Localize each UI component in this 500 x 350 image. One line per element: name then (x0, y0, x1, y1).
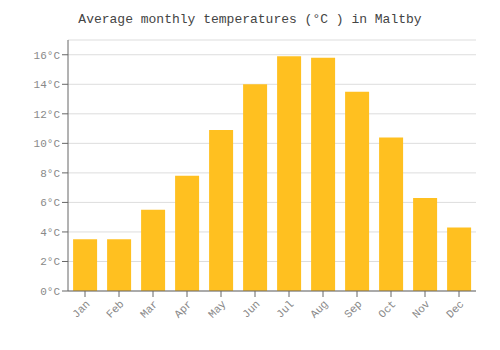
svg-text:2°C: 2°C (40, 256, 60, 268)
svg-text:12°C: 12°C (34, 109, 61, 121)
svg-text:Feb: Feb (104, 298, 126, 320)
svg-text:Jun: Jun (240, 298, 262, 320)
svg-text:8°C: 8°C (40, 168, 60, 180)
svg-text:Sep: Sep (342, 298, 364, 320)
svg-text:16°C: 16°C (34, 50, 61, 62)
svg-text:Jan: Jan (70, 298, 92, 320)
svg-text:10°C: 10°C (34, 138, 61, 150)
svg-text:Jul: Jul (274, 298, 296, 320)
svg-text:Oct: Oct (376, 298, 398, 320)
svg-text:Mar: Mar (138, 298, 160, 320)
svg-text:4°C: 4°C (40, 227, 60, 239)
svg-text:Aug: Aug (308, 298, 330, 320)
html-text:Average monthly temperatures (: Average monthly temperatures (°C ) in Ma… (78, 12, 422, 27)
svg-text:Nov: Nov (410, 298, 433, 321)
svg-text:May: May (206, 298, 229, 321)
svg-text:6°C: 6°C (40, 197, 60, 209)
svg-text:Apr: Apr (172, 298, 194, 320)
svg-text:Dec: Dec (444, 298, 466, 320)
svg-text:14°C: 14°C (34, 79, 61, 91)
svg-text:0°C: 0°C (40, 286, 60, 298)
